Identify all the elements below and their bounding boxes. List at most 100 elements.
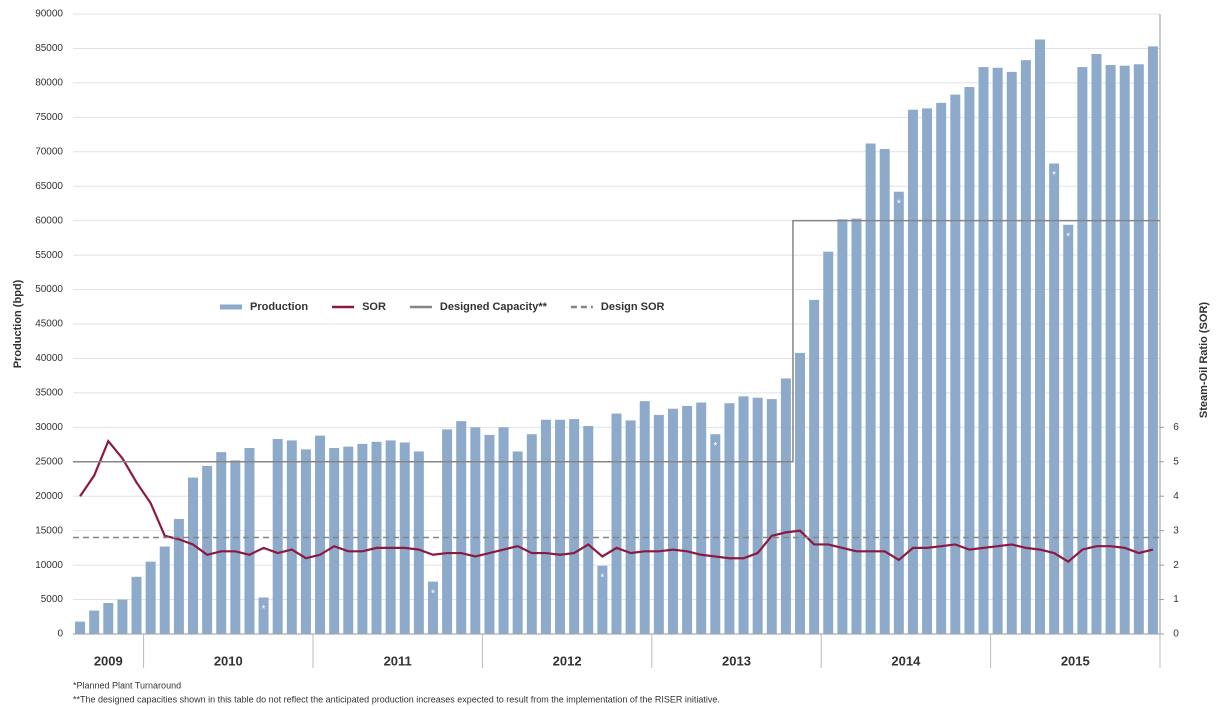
bar [950, 94, 961, 635]
y-tick-label: 40000 [35, 353, 63, 364]
bar [724, 403, 735, 634]
turnaround-marker: * [600, 572, 604, 583]
y2-axis-title: Steam-Oil Ratio (SOR) [1198, 302, 1210, 418]
footnote: *Planned Plant Turnaround [73, 680, 181, 690]
bar [1035, 39, 1046, 634]
x-group-label: 2015 [1061, 653, 1090, 668]
bar [1006, 71, 1017, 634]
bar [103, 603, 114, 634]
bar [710, 434, 721, 634]
turnaround-marker: * [1052, 170, 1056, 181]
bar [117, 599, 128, 634]
y2-tick-label: 6 [1173, 422, 1179, 433]
bar [936, 102, 947, 634]
bar [922, 108, 933, 634]
y-tick-label: 0 [57, 629, 63, 640]
bar [752, 397, 763, 634]
y-tick-label: 30000 [35, 422, 63, 433]
bar [75, 621, 86, 634]
bar [992, 67, 1003, 634]
bar [583, 425, 594, 634]
bar [865, 143, 876, 634]
bar [964, 87, 975, 635]
bar [145, 561, 156, 634]
bar [258, 597, 269, 634]
x-group-label: 2009 [94, 653, 123, 668]
bar [484, 434, 495, 634]
turnaround-marker: * [897, 198, 901, 209]
y-tick-label: 70000 [35, 146, 63, 157]
bar [625, 420, 636, 634]
turnaround-marker: * [431, 588, 435, 599]
bar [413, 451, 424, 634]
bar [427, 581, 438, 634]
bar [1020, 60, 1031, 634]
bar [329, 448, 340, 634]
bar [696, 402, 707, 634]
bar [1063, 224, 1074, 635]
bar [1049, 163, 1060, 634]
y-tick-label: 35000 [35, 388, 63, 399]
y-axis-title: Production (bpd) [12, 279, 24, 368]
bar [230, 460, 241, 634]
bar [667, 408, 678, 634]
bar [1091, 53, 1102, 634]
bar [780, 378, 791, 634]
x-group-label: 2012 [553, 653, 582, 668]
bar [385, 440, 396, 634]
legend-label: Designed Capacity** [440, 301, 548, 313]
bar [244, 448, 255, 634]
bar [159, 546, 170, 634]
x-group-label: 2014 [891, 653, 921, 668]
y-tick-label: 85000 [35, 43, 63, 54]
x-group-label: 2011 [384, 653, 412, 668]
turnaround-marker: * [713, 441, 717, 452]
y-tick-label: 90000 [35, 9, 63, 20]
bar [738, 396, 749, 634]
y-tick-label: 15000 [35, 525, 63, 536]
y-tick-label: 75000 [35, 112, 63, 123]
y2-tick-label: 2 [1173, 560, 1179, 571]
bar [1077, 67, 1088, 635]
y-tick-label: 65000 [35, 181, 63, 192]
bar [639, 401, 650, 634]
bar [1119, 65, 1130, 634]
bar [1133, 64, 1144, 635]
bar [343, 446, 354, 634]
bar [286, 440, 297, 634]
y-tick-label: 20000 [35, 491, 63, 502]
bar [823, 251, 834, 634]
bar [1105, 64, 1116, 634]
legend-label: Production [250, 301, 308, 313]
y-tick-label: 80000 [35, 78, 63, 89]
bar [809, 299, 820, 634]
y-tick-label: 50000 [35, 284, 63, 295]
bar [187, 477, 198, 634]
bar [216, 452, 227, 634]
legend-label: Design SOR [601, 301, 665, 313]
bar [526, 434, 537, 634]
bar [272, 439, 283, 634]
bar [907, 109, 918, 634]
x-group-label: 2013 [722, 653, 751, 668]
bar [766, 399, 777, 634]
bar [456, 421, 467, 634]
bar [879, 149, 890, 634]
bar [315, 435, 326, 634]
turnaround-marker: * [1066, 231, 1070, 242]
bar [893, 191, 904, 634]
y2-tick-label: 0 [1173, 629, 1179, 640]
bar [597, 565, 608, 634]
bar [540, 419, 551, 634]
y-tick-label: 5000 [41, 594, 64, 605]
footnote: **The designed capacities shown in this … [73, 694, 720, 704]
bar [173, 518, 184, 634]
y2-tick-label: 4 [1173, 491, 1179, 502]
bar [682, 405, 693, 634]
y2-tick-label: 3 [1173, 525, 1179, 536]
bar [555, 419, 566, 634]
turnaround-marker: * [262, 604, 266, 615]
sor-line [79, 438, 1154, 564]
bar [611, 413, 622, 634]
